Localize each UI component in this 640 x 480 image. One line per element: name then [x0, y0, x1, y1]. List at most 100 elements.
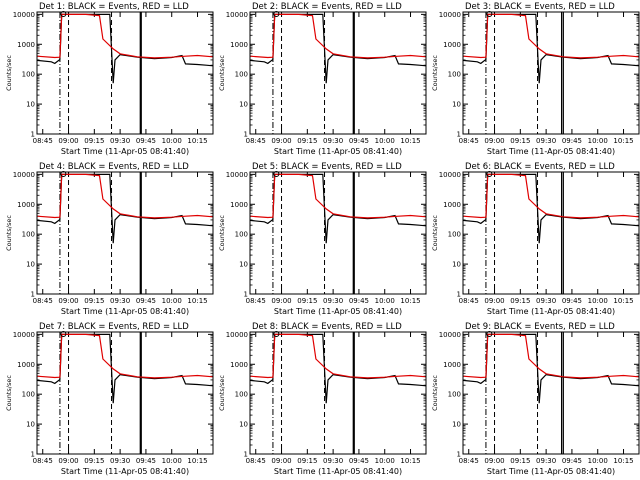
- chart-title: Det 2: BLACK = Events, RED = LLD: [252, 2, 402, 12]
- x-axis-label: Start Time (11-Apr-05 08:41:40): [487, 307, 615, 316]
- lld-series-line: [463, 13, 639, 59]
- y-tick-label: 1000: [230, 201, 248, 209]
- y-tick-label: 1000: [17, 41, 35, 49]
- y-axis-label: Counts/sec: [218, 55, 226, 91]
- y-tick-label: 1: [31, 131, 35, 139]
- y-tick-label: 10: [452, 421, 461, 429]
- y-tick-label: 1000: [443, 41, 461, 49]
- y-axis-label: Counts/sec: [431, 375, 439, 411]
- y-tick-label: 1: [457, 291, 461, 299]
- x-tick-label: 10:00: [588, 297, 608, 305]
- events-series-line: [37, 333, 213, 404]
- x-tick-label: 10:00: [162, 137, 182, 145]
- y-tick-label: 100: [22, 71, 35, 79]
- y-axis-label: Counts/sec: [5, 215, 13, 251]
- x-tick-label: 09:45: [136, 297, 156, 305]
- x-axis-label: Start Time (11-Apr-05 08:41:40): [487, 467, 615, 476]
- y-tick-label: 1000: [230, 361, 248, 369]
- x-tick-label: 10:15: [187, 137, 207, 145]
- y-axis-label: Counts/sec: [431, 215, 439, 251]
- chart-panel: Det 6: BLACK = Events, RED = LLD Counts/s…: [431, 162, 640, 316]
- events-series-line: [37, 173, 213, 244]
- x-tick-label: 09:00: [58, 457, 78, 465]
- x-tick-label: 08:45: [246, 137, 266, 145]
- plot-frame: [249, 171, 427, 295]
- events-series-line: [463, 13, 639, 84]
- y-axis-label: Counts/sec: [218, 215, 226, 251]
- x-axis-label: Start Time (11-Apr-05 08:41:40): [61, 147, 189, 156]
- y-tick-label: 1000: [443, 361, 461, 369]
- x-axis-label: Start Time (11-Apr-05 08:41:40): [274, 307, 402, 316]
- y-tick-label: 10000: [226, 171, 248, 179]
- chart-panel: Det 9: BLACK = Events, RED = LLD Counts/s…: [431, 322, 640, 476]
- y-tick-label: 1000: [17, 201, 35, 209]
- events-series-line: [250, 173, 426, 244]
- x-axis-label: Start Time (11-Apr-05 08:41:40): [487, 147, 615, 156]
- x-tick-label: 09:45: [349, 297, 369, 305]
- x-tick-label: 10:15: [613, 457, 633, 465]
- x-tick-label: 09:45: [349, 457, 369, 465]
- y-tick-label: 100: [448, 391, 461, 399]
- x-tick-label: 09:15: [297, 297, 317, 305]
- x-tick-label: 09:15: [84, 137, 104, 145]
- y-axis-label: Counts/sec: [5, 55, 13, 91]
- lld-series-line: [37, 173, 213, 219]
- x-tick-label: 08:45: [246, 297, 266, 305]
- y-tick-label: 1: [457, 451, 461, 459]
- lld-series-line: [37, 13, 213, 59]
- x-tick-label: 09:15: [297, 457, 317, 465]
- x-tick-label: 09:45: [136, 137, 156, 145]
- chart-title: Det 1: BLACK = Events, RED = LLD: [39, 2, 189, 12]
- chart-panel: Det 5: BLACK = Events, RED = LLD Counts/s…: [218, 162, 427, 316]
- y-axis-label: Counts/sec: [218, 375, 226, 411]
- x-tick-label: 09:00: [58, 297, 78, 305]
- x-tick-label: 09:30: [536, 137, 556, 145]
- x-tick-label: 09:15: [84, 297, 104, 305]
- y-tick-label: 10000: [226, 331, 248, 339]
- x-tick-label: 09:30: [323, 457, 343, 465]
- x-tick-label: 10:00: [375, 137, 395, 145]
- x-axis-label: Start Time (11-Apr-05 08:41:40): [274, 147, 402, 156]
- y-tick-label: 10: [26, 421, 35, 429]
- x-tick-label: 09:00: [58, 137, 78, 145]
- y-tick-label: 10000: [13, 11, 35, 19]
- lld-series-line: [250, 173, 426, 219]
- x-tick-label: 08:45: [459, 297, 479, 305]
- chart-panel: Det 3: BLACK = Events, RED = LLD Counts/s…: [431, 2, 640, 156]
- events-series-line: [463, 333, 639, 404]
- lld-series-line: [463, 173, 639, 219]
- y-tick-label: 1000: [230, 41, 248, 49]
- x-tick-label: 08:45: [33, 457, 53, 465]
- x-tick-label: 09:15: [510, 137, 530, 145]
- y-tick-label: 100: [235, 231, 248, 239]
- y-tick-label: 100: [235, 71, 248, 79]
- x-tick-label: 09:15: [510, 297, 530, 305]
- y-tick-label: 10000: [13, 331, 35, 339]
- x-axis-label: Start Time (11-Apr-05 08:41:40): [274, 467, 402, 476]
- x-tick-label: 09:15: [510, 457, 530, 465]
- y-tick-label: 10000: [439, 171, 461, 179]
- y-tick-label: 10: [26, 261, 35, 269]
- y-tick-label: 100: [448, 71, 461, 79]
- chart-title: Det 9: BLACK = Events, RED = LLD: [465, 322, 615, 332]
- y-tick-label: 100: [235, 391, 248, 399]
- x-tick-label: 09:15: [84, 457, 104, 465]
- chart-title: Det 7: BLACK = Events, RED = LLD: [39, 322, 189, 332]
- y-tick-label: 1000: [17, 361, 35, 369]
- x-tick-label: 09:30: [110, 297, 130, 305]
- x-tick-label: 09:00: [271, 297, 291, 305]
- y-tick-label: 10: [239, 261, 248, 269]
- lld-series-line: [37, 333, 213, 379]
- x-axis-label: Start Time (11-Apr-05 08:41:40): [61, 307, 189, 316]
- y-tick-label: 100: [22, 391, 35, 399]
- x-tick-label: 09:45: [562, 457, 582, 465]
- x-tick-label: 09:45: [562, 137, 582, 145]
- x-tick-label: 10:15: [613, 297, 633, 305]
- x-tick-label: 09:30: [110, 457, 130, 465]
- y-tick-label: 10: [26, 101, 35, 109]
- plot-frame: [36, 331, 214, 455]
- chart-title: Det 8: BLACK = Events, RED = LLD: [252, 322, 402, 332]
- chart-title: Det 3: BLACK = Events, RED = LLD: [465, 2, 615, 12]
- x-tick-label: 08:45: [246, 457, 266, 465]
